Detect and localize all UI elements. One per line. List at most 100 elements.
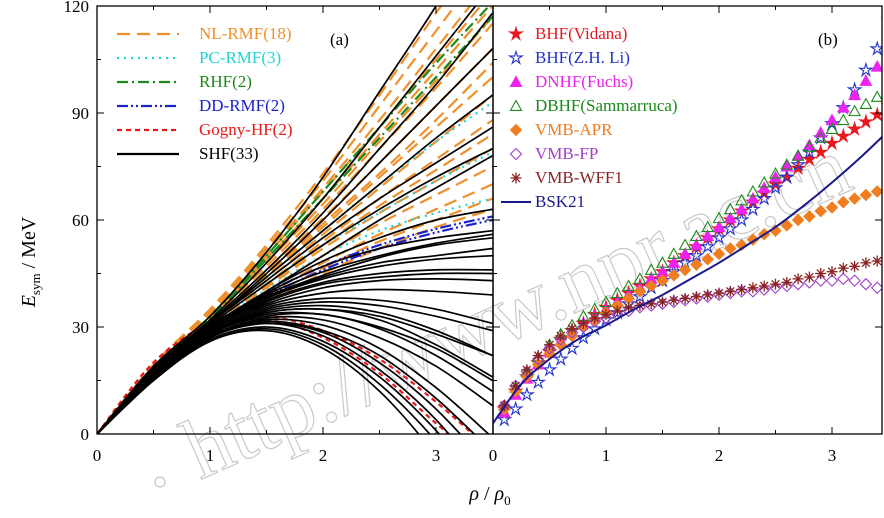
y-axis-unit: / MeV [18, 216, 40, 273]
series-shf-33--line-2 [97, 6, 477, 434]
series-bhf-z-h-li--point [541, 361, 558, 377]
series-vmb-wff1-point [679, 292, 691, 304]
legend-swatch [509, 147, 523, 161]
panel-b-label: (b) [818, 30, 838, 49]
x-tick-label: 0 [489, 446, 498, 465]
series-dnhf-fuchs--point [859, 74, 873, 86]
series-dbhf-sammarruca--point [814, 131, 828, 143]
series-dbhf-sammarruca--point [633, 272, 647, 284]
series-dnhf-fuchs--point [667, 256, 681, 268]
series-bhf-z-h-li--point [778, 168, 795, 185]
legend-swatch [509, 99, 523, 111]
series-bhf-z-h-li--point [552, 350, 569, 366]
series-dnhf-fuchs--point [712, 220, 726, 233]
series-vmb-fp-point [769, 281, 782, 295]
series-dnhf-fuchs--point [735, 202, 749, 215]
x-axis-title: ρ / ρ0 [468, 483, 510, 508]
series-vmb-apr-point [644, 279, 658, 293]
y-axis-title: Esym / MeV [18, 216, 43, 308]
series-vmb-apr-point [791, 213, 805, 227]
series-vmb-wff1-point [566, 323, 578, 335]
series-vmb-apr-point [678, 263, 692, 277]
series-vmb-wff1-point [577, 317, 589, 329]
y-tick-label: 60 [72, 211, 89, 230]
series-pc-rmf-3--line-3 [97, 197, 493, 434]
series-dbhf-sammarruca--point [656, 256, 669, 268]
series-dbhf-sammarruca--point [870, 90, 882, 102]
panel-a-label: (a) [330, 30, 349, 49]
series-bhf-vidana--point [767, 175, 784, 192]
legend-label: VMB-WFF1 [535, 168, 623, 187]
series-vmb-fp-point [577, 320, 590, 334]
series-vmb-fp-point [554, 333, 568, 346]
legend-label: VMB-FP [535, 144, 598, 163]
series-bhf-vidana--point [846, 120, 863, 136]
legend-label: NL-RMF(18) [199, 24, 292, 43]
y-tick-label: 90 [72, 104, 89, 123]
series-dbhf-sammarruca--point [802, 140, 816, 152]
series-shf-33--line-32 [97, 307, 493, 434]
series-vmb-apr-point [825, 201, 839, 214]
series-vmb-fp-point [825, 274, 839, 287]
x-axis-slash: / [479, 483, 495, 505]
panel-b-series [493, 17, 882, 427]
legend-item: VMB-WFF1 [510, 168, 623, 187]
series-dnhf-fuchs--point [723, 211, 737, 224]
series-bhf-z-h-li--point [688, 247, 705, 263]
legend-swatch [509, 123, 523, 137]
series-bhf-z-h-li--point [767, 179, 784, 195]
legend-label: Gogny-HF(2) [199, 120, 293, 139]
series-bhf-z-h-li--point [733, 211, 750, 227]
series-dbhf-sammarruca--point [689, 229, 703, 241]
legend-label: BHF(Z.H. Li) [535, 48, 630, 67]
series-dbhf-sammarruca--point [667, 247, 681, 259]
panel-b-ticks: 0 1 2 3 [489, 5, 882, 465]
series-bhf-z-h-li--point [790, 156, 807, 172]
series-vmb-wff1-point [826, 266, 838, 278]
series-vmb-wff1-point [690, 291, 702, 303]
series-dbhf-sammarruca--point [622, 279, 636, 291]
series-vmb-apr-point [701, 252, 714, 266]
series-dbhf-sammarruca--point [712, 211, 726, 224]
series-dnhf-fuchs--point [769, 170, 782, 183]
series-bhf-z-h-li--point [744, 200, 761, 217]
legend-swatch [509, 75, 523, 87]
series-vmb-wff1-point [758, 280, 770, 292]
series-dnhf-fuchs--point [780, 159, 794, 172]
series-bhf-z-h-li--point [631, 288, 648, 304]
series-vmb-fp-point [814, 274, 827, 287]
series-vmb-apr-point [633, 285, 647, 298]
series-dbhf-sammarruca--point [678, 238, 692, 250]
series-bhf-z-h-li--point [722, 220, 739, 236]
series-vmb-wff1-point [815, 268, 827, 279]
series-vmb-fp-point [565, 326, 579, 339]
series-vmb-apr-point [848, 192, 861, 205]
legend-item: RHF(2) [117, 72, 252, 91]
series-vmb-fp-point [588, 315, 601, 328]
series-vmb-fp-point [870, 281, 882, 295]
series-vmb-apr-point [859, 188, 873, 202]
series-vmb-wff1-point [837, 262, 849, 274]
series-bhf-vidana--point [835, 127, 852, 143]
series-dbhf-sammarruca--point [735, 193, 749, 206]
series-vmb-wff1-point [589, 312, 601, 324]
x-tick-label: 2 [319, 446, 328, 465]
series-vmb-fp-point [543, 342, 556, 355]
legend-label: DBHF(Sammarruca) [535, 96, 678, 115]
series-vmb-fp-point [611, 308, 624, 321]
legend-item: VMB-APR [509, 120, 613, 139]
series-dnhf-fuchs--point [678, 247, 692, 259]
x-tick-label: 1 [602, 446, 611, 465]
series-shf-33--line-22 [97, 12, 493, 434]
x-tick-label: 3 [828, 446, 837, 465]
y-tick-label: 30 [72, 318, 89, 337]
legend-item: BHF(Vidana) [507, 24, 627, 43]
panel-b-legend: BHF(Vidana) BHF(Z.H. Li) DNHF(Fuchs) DBHF(S… [501, 24, 678, 211]
y-axis-subscript: sym [28, 273, 43, 295]
series-vmb-wff1-point [724, 285, 736, 297]
series-vmb-wff1-point [781, 276, 793, 288]
legend-swatch [510, 172, 522, 184]
